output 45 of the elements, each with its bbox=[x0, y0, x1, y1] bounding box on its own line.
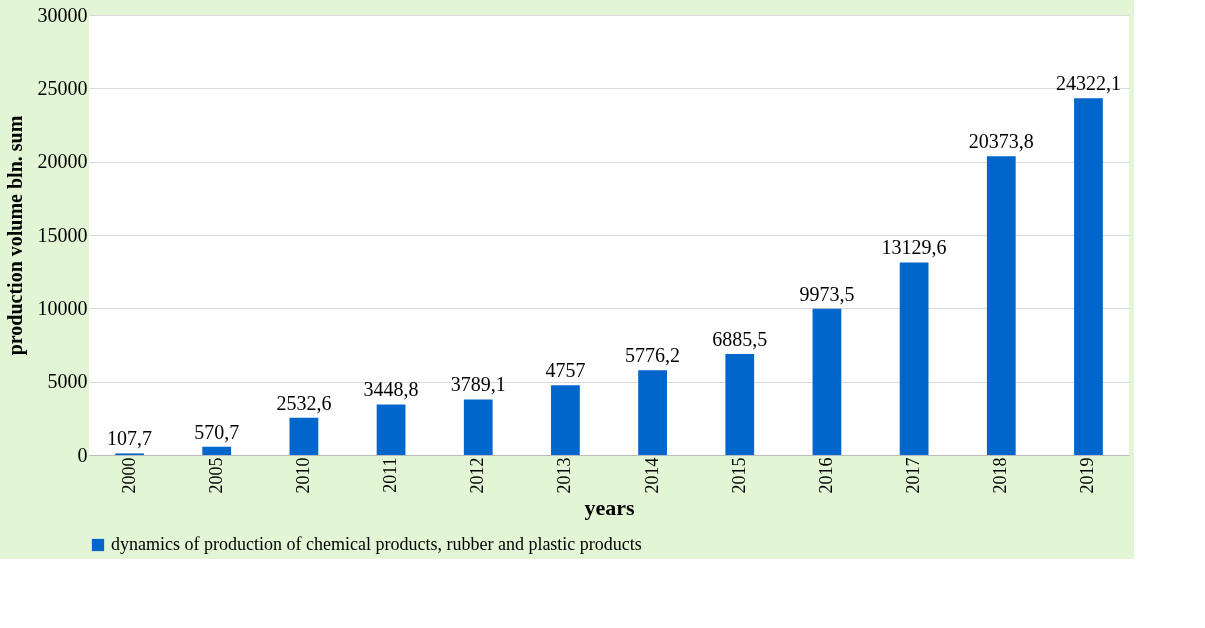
x-tick-label: 2015 bbox=[728, 457, 749, 494]
y-tick-label: 25000 bbox=[37, 76, 88, 99]
data-label: 570,7 bbox=[194, 420, 240, 443]
y-tick-label: 20000 bbox=[37, 150, 88, 173]
legend-label: dynamics of production of chemical products, rubber and plastic products bbox=[111, 534, 642, 554]
bar bbox=[725, 354, 755, 455]
y-tick-label: 10000 bbox=[37, 296, 88, 319]
x-tick-label: 2011 bbox=[380, 457, 401, 493]
x-tick-label: 2012 bbox=[467, 457, 488, 494]
bar bbox=[289, 417, 319, 455]
bar bbox=[376, 404, 406, 455]
x-tick-label: 2013 bbox=[554, 457, 575, 494]
data-label: 20373,8 bbox=[968, 130, 1034, 153]
x-tick-label: 2014 bbox=[641, 457, 662, 494]
data-label: 24322,1 bbox=[1055, 72, 1121, 95]
x-tick-label: 2010 bbox=[292, 457, 313, 494]
data-label: 3789,1 bbox=[450, 373, 506, 396]
x-tick-label: 2000 bbox=[118, 457, 139, 494]
bar bbox=[551, 385, 580, 455]
y-axis-title: production volume bln. sum bbox=[3, 115, 27, 356]
x-tick-label: 2019 bbox=[1077, 457, 1098, 494]
x-tick-label: 2017 bbox=[903, 457, 924, 494]
y-tick-label: 5000 bbox=[47, 370, 88, 393]
data-label: 9973,5 bbox=[799, 282, 855, 305]
data-label: 2532,6 bbox=[276, 391, 332, 414]
bar bbox=[202, 446, 232, 455]
y-tick-label: 15000 bbox=[37, 223, 88, 246]
data-label: 5776,2 bbox=[625, 344, 681, 367]
bar bbox=[1074, 98, 1103, 455]
y-tick-label: 0 bbox=[77, 443, 88, 466]
data-label: 4757 bbox=[545, 359, 586, 382]
bar bbox=[638, 370, 667, 455]
data-label: 6885,5 bbox=[712, 328, 768, 351]
y-tick-label: 30000 bbox=[37, 3, 88, 26]
bar bbox=[463, 399, 493, 455]
data-label: 107,7 bbox=[107, 427, 153, 450]
bar bbox=[899, 262, 929, 455]
x-tick-label: 2005 bbox=[205, 457, 226, 494]
data-label: 13129,6 bbox=[881, 236, 947, 259]
x-tick-label: 2016 bbox=[815, 457, 836, 494]
data-label: 3448,8 bbox=[363, 378, 419, 401]
bar bbox=[812, 308, 842, 455]
x-tick-label: 2018 bbox=[990, 457, 1011, 494]
x-axis-title: years bbox=[584, 494, 635, 520]
bar bbox=[986, 156, 1016, 455]
